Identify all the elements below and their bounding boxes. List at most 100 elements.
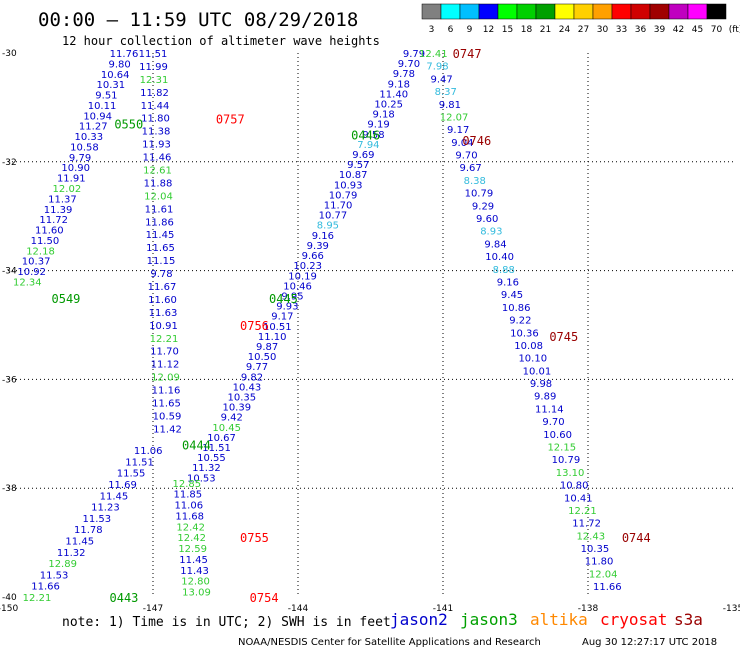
wave-height-value: 12.09: [151, 373, 180, 384]
wave-height-value: 10.10: [518, 354, 547, 365]
scale-swatch: [554, 3, 575, 20]
chart-subtitle: 12 hour collection of altimeter wave hei…: [62, 34, 380, 48]
wave-height-value: 11.51: [202, 443, 231, 454]
scale-label: 24: [559, 25, 571, 35]
wave-height-value: 12.07: [440, 112, 469, 123]
wave-height-value: 10.51: [263, 322, 292, 333]
scale-swatch: [478, 3, 499, 20]
x-tick-label: -147: [143, 604, 163, 614]
wave-height-value: 9.18: [388, 79, 410, 90]
wave-height-value: 11.51: [125, 457, 154, 468]
x-tick-label: -135: [723, 604, 740, 614]
wave-height-value: 11.32: [192, 463, 221, 474]
wave-height-value: 11.10: [258, 332, 287, 343]
wave-height-value: 12.85: [173, 479, 202, 490]
wave-height-value: 10.77: [319, 211, 348, 222]
wave-height-value: 9.58: [362, 130, 384, 141]
pass-time-label: 0754: [250, 591, 279, 605]
wave-height-value: 10.53: [187, 473, 216, 484]
wave-height-value: 10.79: [465, 189, 494, 200]
wave-height-value: 11.86: [145, 217, 174, 228]
wave-height-value: 10.11: [88, 101, 117, 112]
wave-height-value: 12.43: [576, 531, 605, 542]
wave-height-value: 8.93: [480, 227, 502, 238]
wave-height-value: 11.27: [79, 122, 108, 133]
wave-height-value: 11.45: [179, 555, 208, 566]
pass-time-label: 0445: [269, 292, 298, 306]
scale-label: 45: [692, 25, 703, 35]
scale-label: 70: [711, 25, 723, 35]
wave-height-value: 11.06: [174, 501, 203, 512]
wave-height-value: 9.82: [241, 372, 263, 383]
wave-height-value: 10.45: [212, 423, 241, 434]
wave-height-value: 11.99: [139, 62, 168, 73]
y-tick-label: -38: [2, 484, 17, 494]
wave-height-value: 11.68: [175, 511, 204, 522]
wave-height-value: 9.95: [281, 291, 303, 302]
pass-time-label: 0443: [110, 591, 139, 605]
wave-height-value: 9.66: [302, 251, 324, 262]
wave-height-value: 10.94: [83, 111, 112, 122]
wave-height-value: 9.98: [530, 379, 552, 390]
scale-swatch: [516, 3, 537, 20]
y-tick-label: -36: [2, 375, 17, 385]
wave-height-value: 12.04: [589, 569, 618, 580]
wave-height-value: 11.38: [142, 127, 171, 138]
wave-height-value: 11.82: [140, 88, 169, 99]
wave-height-value: 11.53: [83, 514, 112, 525]
wave-height-value: 11.23: [91, 503, 120, 514]
wave-height-value: 9.70: [455, 151, 477, 162]
wave-height-value: 9.93: [276, 302, 298, 313]
wave-height-value: 11.06: [134, 446, 163, 457]
wave-height-value: 11.45: [146, 230, 175, 241]
wave-height-value: 11.93: [142, 140, 171, 151]
wave-height-value: 11.72: [39, 215, 68, 226]
wave-height-value: 10.93: [334, 180, 363, 191]
wave-height-value: 12.89: [48, 559, 77, 570]
scale-label: 27: [578, 25, 589, 35]
pass-time-label: 0757: [216, 112, 245, 126]
y-tick-label: -40: [2, 593, 17, 603]
pass-time-label: 0744: [622, 531, 651, 545]
wave-height-value: 10.58: [70, 142, 99, 153]
wave-height-value: 11.60: [35, 226, 64, 237]
wave-height-value: 9.16: [497, 277, 519, 288]
wave-height-value: 8.95: [317, 221, 339, 232]
x-tick-label: -150: [0, 604, 18, 614]
wave-height-value: 9.17: [447, 125, 469, 136]
wave-height-value: 10.43: [233, 382, 262, 393]
wave-height-value: 11.66: [31, 582, 60, 593]
wave-height-value: 10.35: [228, 392, 257, 403]
x-axis-ticks: -150 -147 -144 -141 -138 -135: [0, 604, 740, 614]
wave-height-value: 12.34: [13, 277, 42, 288]
wave-height-value: 10.23: [293, 261, 322, 272]
x-tick-label: -141: [433, 604, 453, 614]
wave-height-value: 9.84: [484, 239, 506, 250]
wave-height-value: 10.40: [485, 252, 514, 263]
scale-label: 21: [540, 25, 551, 35]
wave-height-value: 12.21: [150, 334, 179, 345]
y-axis-ticks: -30 -32 -34 -36 -38 -40: [2, 49, 17, 603]
wave-height-value: 9.47: [430, 74, 452, 85]
scale-swatch: [592, 3, 613, 20]
satellite-altika: altika: [530, 610, 588, 629]
wave-height-value: 11.78: [74, 525, 103, 536]
wave-height-value: 9.70: [542, 417, 564, 428]
wave-height-value: 9.67: [459, 163, 481, 174]
scale-swatch: [573, 3, 594, 20]
wave-height-value: 11.12: [151, 360, 180, 371]
wave-height-value: 9.79: [69, 153, 91, 164]
wave-height-value: 10.25: [374, 100, 403, 111]
wave-height-value: 12.02: [53, 184, 82, 195]
pass-time-label: 0444: [182, 439, 211, 453]
x-tick-label: -138: [578, 604, 599, 614]
wave-height-value: 11.15: [147, 256, 176, 267]
chart-grid: [8, 53, 733, 597]
wave-height-value: 11.32: [57, 548, 86, 559]
satellite-s3a: s3a: [674, 610, 703, 629]
pass-time-label: 0747: [453, 47, 482, 61]
wave-height-value: 12.04: [144, 191, 173, 202]
wave-height-value: 9.78: [393, 69, 415, 80]
wave-height-value: 9.19: [367, 120, 389, 131]
scale-label: 6: [448, 25, 454, 35]
